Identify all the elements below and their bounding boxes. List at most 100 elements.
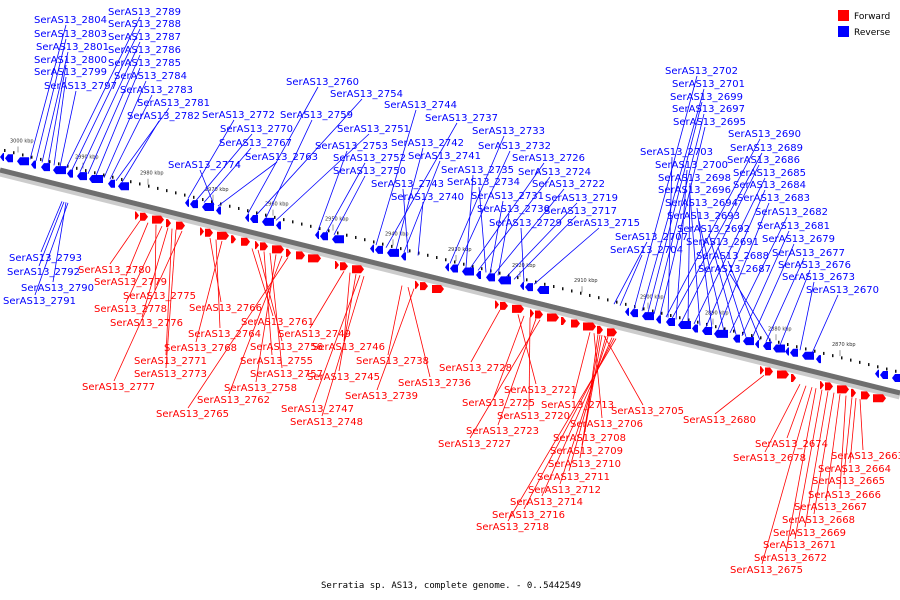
gene-label[interactable]: SerAS13_2752 <box>333 153 406 164</box>
forward-gene-arrow[interactable] <box>352 265 364 274</box>
forward-gene-arrow[interactable] <box>135 211 139 220</box>
forward-gene-arrow[interactable] <box>205 228 213 237</box>
gene-label[interactable]: SerAS13_2683 <box>737 193 810 204</box>
gene-label[interactable]: SerAS13_2723 <box>466 426 539 437</box>
reverse-gene-arrow[interactable] <box>53 166 66 175</box>
gene-label[interactable]: SerAS13_2726 <box>512 153 585 164</box>
forward-gene-arrow[interactable] <box>851 388 856 397</box>
gene-label[interactable]: SerAS13_2714 <box>510 497 583 508</box>
reverse-gene-arrow[interactable] <box>666 318 675 327</box>
reverse-gene-arrow[interactable] <box>202 203 214 212</box>
forward-gene-arrow[interactable] <box>231 235 236 244</box>
gene-label[interactable]: SerAS13_2737 <box>425 113 498 124</box>
forward-gene-arrow[interactable] <box>765 367 773 376</box>
gene-label[interactable]: SerAS13_2725 <box>462 398 535 409</box>
reverse-gene-arrow[interactable] <box>276 221 281 230</box>
gene-label[interactable]: SerAS13_2793 <box>9 253 82 264</box>
reverse-gene-arrow[interactable] <box>31 160 36 169</box>
gene-label[interactable]: SerAS13_2778 <box>94 304 167 315</box>
gene-label[interactable]: SerAS13_2774 <box>168 160 241 171</box>
gene-label[interactable]: SerAS13_2763 <box>245 152 318 163</box>
gene-label[interactable]: SerAS13_2772 <box>202 110 275 121</box>
gene-label[interactable]: SerAS13_2710 <box>548 459 621 470</box>
gene-label[interactable]: SerAS13_2693 <box>667 211 740 222</box>
gene-label[interactable]: SerAS13_2791 <box>3 296 76 307</box>
reverse-gene-arrow[interactable] <box>802 351 814 360</box>
gene-label[interactable]: SerAS13_2732 <box>478 141 551 152</box>
gene-label[interactable]: SerAS13_2687 <box>698 264 771 275</box>
gene-label[interactable]: SerAS13_2751 <box>337 124 410 135</box>
reverse-gene-arrow[interactable] <box>678 320 691 329</box>
gene-label[interactable]: SerAS13_2664 <box>818 464 891 475</box>
reverse-gene-arrow[interactable] <box>5 154 13 163</box>
reverse-gene-arrow[interactable] <box>733 334 740 343</box>
gene-label[interactable]: SerAS13_2679 <box>762 234 835 245</box>
reverse-gene-arrow[interactable] <box>498 276 511 285</box>
gene-label[interactable]: SerAS13_2699 <box>670 92 743 103</box>
gene-label[interactable]: SerAS13_2759 <box>280 110 353 121</box>
gene-label[interactable]: SerAS13_2715 <box>567 218 640 229</box>
gene-label[interactable]: SerAS13_2761 <box>241 317 314 328</box>
gene-label[interactable]: SerAS13_2721 <box>504 385 577 396</box>
reverse-gene-arrow[interactable] <box>630 309 638 318</box>
reverse-gene-arrow[interactable] <box>656 315 661 324</box>
gene-label[interactable]: SerAS13_2783 <box>120 85 193 96</box>
gene-label[interactable]: SerAS13_2799 <box>34 67 107 78</box>
reverse-gene-arrow[interactable] <box>875 369 879 378</box>
gene-label[interactable]: SerAS13_2736 <box>398 378 471 389</box>
gene-label[interactable]: SerAS13_2780 <box>78 265 151 276</box>
forward-gene-arrow[interactable] <box>432 285 444 294</box>
gene-label[interactable]: SerAS13_2675 <box>730 565 803 576</box>
forward-gene-arrow[interactable] <box>335 261 339 270</box>
gene-label[interactable]: SerAS13_2785 <box>108 58 181 69</box>
gene-label[interactable]: SerAS13_2768 <box>164 343 237 354</box>
gene-label[interactable]: SerAS13_2730 <box>477 204 550 215</box>
gene-label[interactable]: SerAS13_2804 <box>34 15 107 26</box>
gene-label[interactable]: SerAS13_2782 <box>127 111 200 122</box>
gene-label[interactable]: SerAS13_2731 <box>471 191 544 202</box>
forward-gene-arrow[interactable] <box>420 282 428 291</box>
forward-gene-arrow[interactable] <box>597 325 603 334</box>
gene-label[interactable]: SerAS13_2691 <box>686 237 759 248</box>
forward-gene-arrow[interactable] <box>308 254 321 263</box>
gene-label[interactable]: SerAS13_2665 <box>812 476 885 487</box>
gene-label[interactable]: SerAS13_2744 <box>384 100 457 111</box>
forward-gene-arrow[interactable] <box>607 328 617 337</box>
reverse-gene-arrow[interactable] <box>118 182 129 191</box>
gene-label[interactable]: SerAS13_2716 <box>492 510 565 521</box>
reverse-gene-arrow[interactable] <box>714 329 728 338</box>
forward-gene-arrow[interactable] <box>272 245 284 254</box>
reverse-gene-arrow[interactable] <box>320 232 328 241</box>
reverse-gene-arrow[interactable] <box>315 231 319 240</box>
forward-gene-arrow[interactable] <box>535 310 543 319</box>
gene-label[interactable]: SerAS13_2784 <box>114 71 187 82</box>
forward-gene-arrow[interactable] <box>530 309 534 318</box>
gene-label[interactable]: SerAS13_2797 <box>44 81 117 92</box>
forward-gene-arrow[interactable] <box>241 237 250 246</box>
reverse-gene-arrow[interactable] <box>332 235 344 244</box>
reverse-gene-arrow[interactable] <box>375 245 383 254</box>
forward-gene-arrow[interactable] <box>415 280 419 289</box>
gene-label[interactable]: SerAS13_2748 <box>290 417 363 428</box>
gene-label[interactable]: SerAS13_2667 <box>794 502 867 513</box>
gene-label[interactable]: SerAS13_2788 <box>108 19 181 30</box>
reverse-gene-arrow[interactable] <box>450 264 458 273</box>
gene-label[interactable]: SerAS13_2681 <box>757 221 830 232</box>
reverse-gene-arrow[interactable] <box>77 172 87 181</box>
gene-label[interactable]: SerAS13_2663 <box>831 451 900 462</box>
forward-gene-arrow[interactable] <box>500 301 508 310</box>
gene-label[interactable]: SerAS13_2747 <box>281 404 354 415</box>
reverse-gene-arrow[interactable] <box>880 371 888 380</box>
reverse-gene-arrow[interactable] <box>185 198 189 207</box>
gene-label[interactable]: SerAS13_2705 <box>611 406 684 417</box>
gene-label[interactable]: SerAS13_2729 <box>489 218 562 229</box>
reverse-gene-arrow[interactable] <box>892 374 900 383</box>
forward-gene-arrow[interactable] <box>861 391 870 400</box>
gene-label[interactable]: SerAS13_2765 <box>156 409 229 420</box>
forward-gene-arrow[interactable] <box>837 385 849 394</box>
gene-label[interactable]: SerAS13_2803 <box>34 29 107 40</box>
forward-gene-arrow[interactable] <box>166 219 171 228</box>
forward-gene-arrow[interactable] <box>286 248 291 257</box>
reverse-gene-arrow[interactable] <box>17 157 29 166</box>
reverse-gene-arrow[interactable] <box>67 169 73 178</box>
